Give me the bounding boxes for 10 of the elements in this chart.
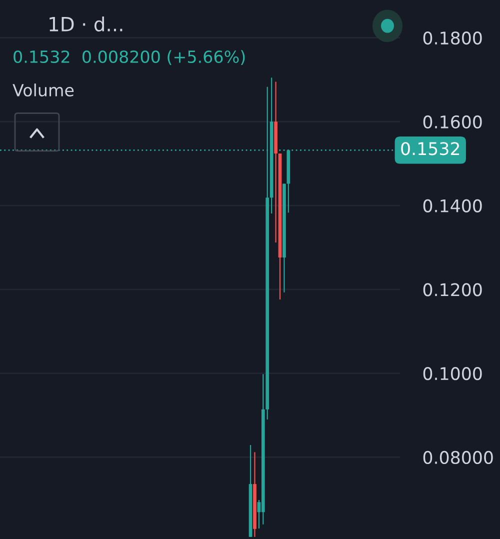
y-tick-label: 0.1800 [423,31,482,45]
y-tick-label: 0.08000 [423,450,493,464]
y-tick-label: 0.1600 [423,115,482,128]
annotation: Volume [12,84,74,96]
y-tick-label: 0.1200 [423,283,482,296]
y-tick-label: 0.1000 [423,367,482,380]
ref-line-label: 0.1532 [401,142,460,156]
text: 1D · d... [50,16,122,32]
text: 0.1532 0.008200 (+5.66%) [14,50,245,66]
y-tick-label: 0.1400 [423,199,482,212]
